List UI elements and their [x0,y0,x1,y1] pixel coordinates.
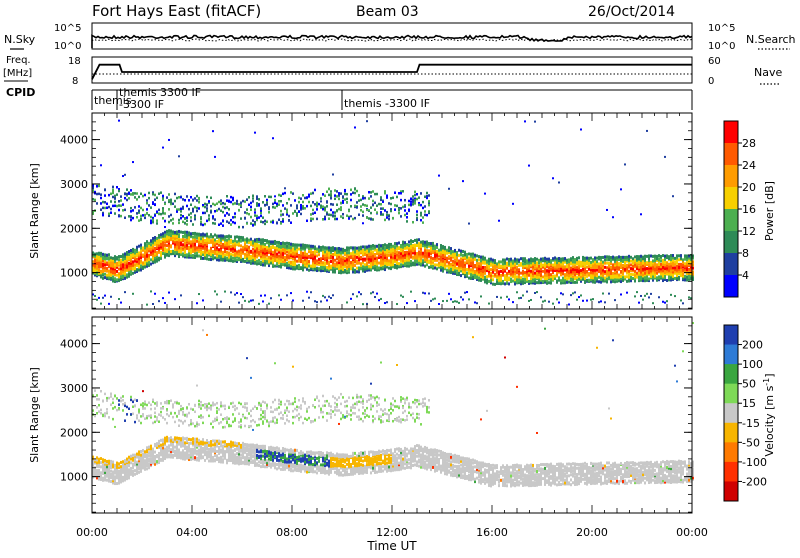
y-tick-label: 3000 [60,382,88,395]
x-tick-label: 00:00 [76,526,108,539]
y-tick-label: 2000 [60,222,88,235]
colorbar-cell [724,364,738,384]
x-axis-title: Time UT [366,539,417,553]
freq-label-line2: [MHz] [3,68,32,79]
beam-title: Beam 03 [356,4,419,20]
colorbar-cell [724,462,738,482]
freq-left-tick-top: 18 [68,56,81,67]
x-axis-labels: 00:00 04:00 08:00 12:00 16:00 20:00 00:00 [76,526,708,539]
colorbar-tick: 16 [742,203,756,216]
colorbar-cell [724,121,738,144]
freq-left-tick-bottom: 8 [72,76,78,87]
colorbar-tick: -50 [742,436,760,449]
noise-right-tick-top: 10^5 [708,23,735,34]
colorbar-cell [724,325,738,345]
velocity-ylabel: Slant Range [km] [28,367,41,463]
colorbar-tick: -15 [742,417,760,430]
colorbar-cell [724,187,738,210]
colorbar-tick: 15 [742,397,756,410]
freq-right-tick-bottom: 0 [708,76,714,87]
velocity-colorbar: 200 100 50 15 -15 -50 -100 -200 [724,325,767,502]
date-title: 26/Oct/2014 [588,4,675,20]
colorbar-tick: 12 [742,225,756,238]
noise-left-label: N.Sky [4,33,36,46]
nave-label: Nave [754,66,782,79]
y-tick-label: 1000 [60,471,88,484]
velocity-data [92,322,694,487]
colorbar-tick: -200 [742,475,767,488]
cpid-segment-label: themis -3300 IF [344,97,430,110]
colorbar-cell [724,143,738,166]
x-tick-label: 08:00 [276,526,308,539]
colorbar-tick: 24 [742,159,756,172]
power-panel: 1000 2000 3000 4000 Slant Range [km] 28 24 20… [28,113,776,309]
x-tick-label: 12:00 [376,526,408,539]
power-ylabel: Slant Range [km] [28,163,41,259]
colorbar-cell [724,275,738,298]
colorbar-tick: 50 [742,378,756,391]
colorbar-cell [724,442,738,462]
y-tick-label: 3000 [60,178,88,191]
colorbar-tick: 28 [742,137,756,150]
y-tick-label: 2000 [60,426,88,439]
cpid-segment-label: -3300 IF [119,98,164,111]
velocity-cbar-label: Velocity [m s-1] [762,373,776,456]
y-tick-label: 4000 [60,134,88,147]
colorbar-cell [724,231,738,254]
y-tick-label: 1000 [60,267,88,280]
colorbar-cell [724,403,738,423]
noise-left-tick-bottom: 10^0 [54,41,81,52]
noise-panel: N.Sky 10^5 10^0 10^5 10^0 N.Search [4,23,796,52]
x-tick-label: 16:00 [476,526,508,539]
cpid-label: CPID [6,86,35,99]
power-cbar-label: Power [dB] [763,181,776,241]
freq-label-line1: Freq. [6,55,31,66]
colorbar-cell [724,209,738,232]
noise-right-label: N.Search [746,33,796,46]
station-title: Fort Hays East (fitACF) [92,2,261,20]
power-colorbar: 28 24 20 16 12 8 4 [724,121,756,298]
freq-right-tick-top: 60 [708,56,721,67]
colorbar-tick: 20 [742,181,756,194]
x-tick-label: 00:00 [676,526,708,539]
colorbar-cell [724,481,738,501]
noise-sky-line [92,36,692,49]
colorbar-tick: 100 [742,358,763,371]
noise-search-line [92,39,692,41]
freq-panel: Freq. [MHz] 18 8 60 0 Nave [3,55,782,87]
power-data [92,120,694,306]
colorbar-tick: 8 [742,247,749,260]
colorbar-tick: -100 [742,456,767,469]
freq-line [92,65,692,80]
colorbar-cell [724,165,738,188]
noise-right-tick-bottom: 10^0 [708,41,735,52]
colorbar-tick: 200 [742,339,763,352]
noise-left-tick-top: 10^5 [54,23,81,34]
x-tick-label: 20:00 [576,526,608,539]
colorbar-cell [724,384,738,404]
y-tick-label: 4000 [60,338,88,351]
colorbar-cell [724,423,738,443]
colorbar-cell [724,345,738,365]
x-tick-label: 04:00 [176,526,208,539]
colorbar-cell [724,253,738,276]
colorbar-tick: 4 [742,269,749,282]
velocity-panel: 1000 2000 3000 4000 Slant Range [km] 200 100… [28,317,776,513]
